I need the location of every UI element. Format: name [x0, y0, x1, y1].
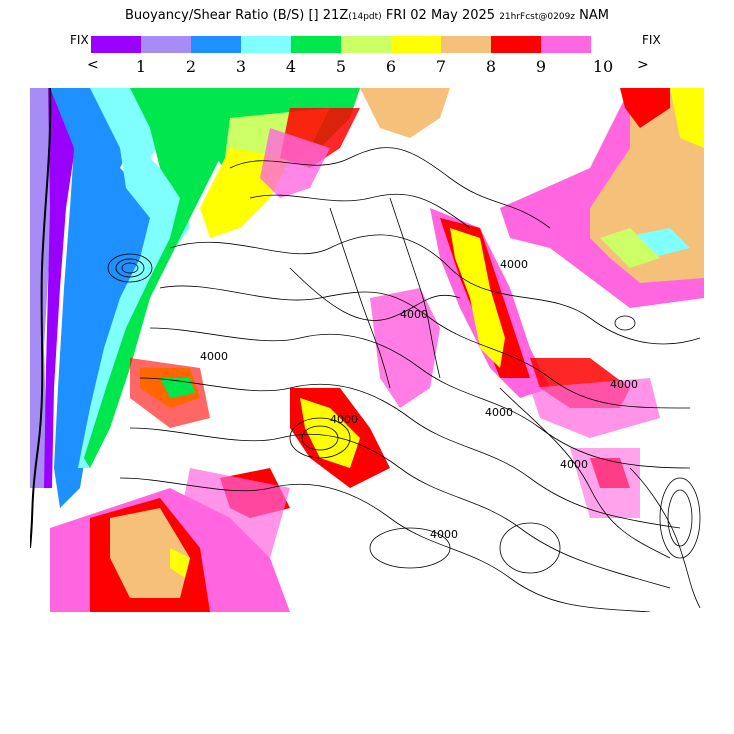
north-magenta-region — [260, 128, 330, 198]
legend-tick-label: 1 — [135, 57, 147, 76]
east-magenta-patch — [530, 378, 660, 438]
legend-tick-label: 5 — [335, 57, 347, 76]
title-main: Buoyancy/Shear Ratio (B/S) — [124, 8, 305, 23]
middle-yellow-patch — [300, 398, 360, 468]
weather-map: 4000 4000 4000 4000 4000 4000 4000 4000 — [30, 88, 704, 612]
legend-tick-label: 8 — [485, 57, 497, 76]
title-bracket: [] — [308, 8, 319, 23]
legend-arrow-right: > — [637, 57, 649, 73]
contour-label: 4000 — [200, 350, 228, 363]
ne-yellow-region — [670, 88, 704, 148]
legend-tick-label: 3 — [235, 57, 247, 76]
contour-label: 4000 — [560, 458, 588, 471]
legend-swatch — [391, 36, 441, 53]
sw-yellow-patch — [170, 548, 190, 578]
contour-label: 4000 — [500, 258, 528, 271]
legend-swatch — [141, 36, 191, 53]
central-ridge-yellow — [450, 228, 505, 368]
sw-tan-region — [110, 508, 190, 598]
contour-label: 4000 — [430, 528, 458, 541]
color-legend-bar — [91, 36, 591, 53]
ne-red-region — [620, 88, 670, 128]
legend-swatch — [241, 36, 291, 53]
legend-tick-label: 2 — [185, 57, 197, 76]
north-tan-region — [360, 88, 450, 138]
title-forecast: 21hrFcst@0209z — [499, 12, 576, 22]
ne-yellow-patch — [600, 228, 660, 268]
fix-right-label: FIX — [642, 33, 661, 47]
legend-tick-label: 10 — [592, 57, 614, 76]
legend-swatch — [91, 36, 141, 53]
legend-swatch — [441, 36, 491, 53]
legend-tick-label: 4 — [285, 57, 297, 76]
title-pdt: (14pdt) — [348, 12, 382, 22]
ocean-region-dark — [44, 88, 75, 488]
contour-label: 4000 — [485, 406, 513, 419]
legend-swatch — [541, 36, 591, 53]
legend-swatch — [191, 36, 241, 53]
east-magenta-patch-2 — [570, 448, 640, 518]
title-time: 21Z — [322, 8, 349, 23]
title-date: FRI 02 May 2025 — [385, 8, 496, 23]
contour-lines — [107, 147, 701, 612]
legend-tick-label: 9 — [535, 57, 547, 76]
middle-green-patch — [160, 378, 195, 398]
legend-swatch — [491, 36, 541, 53]
title-model: NAM — [579, 8, 610, 23]
legend-swatch — [291, 36, 341, 53]
coastline — [30, 88, 52, 549]
coastal-green-region — [84, 88, 260, 468]
legend-arrow-left: < — [87, 57, 99, 73]
legend-swatch — [341, 36, 391, 53]
legend-tick-label: 6 — [385, 57, 397, 76]
legend-tick-label: 7 — [435, 57, 447, 76]
contour-label: 4000 — [330, 413, 358, 426]
contour-labels: 4000 4000 4000 4000 4000 4000 4000 4000 — [200, 258, 638, 541]
coastal-cyan-region — [78, 88, 190, 468]
fix-left-label: FIX — [70, 33, 89, 47]
contour-label: 4000 — [400, 308, 428, 321]
chart-title: Buoyancy/Shear Ratio (B/S) [] 21Z(14pdt)… — [0, 8, 734, 23]
contour-label: 4000 — [610, 378, 638, 391]
